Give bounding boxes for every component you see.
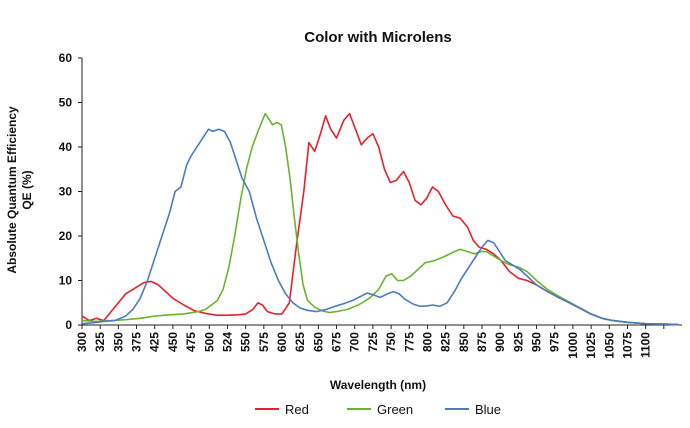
y-tick-label: 40	[59, 140, 73, 154]
x-axis-label: Wavelength (nm)	[330, 378, 426, 392]
y-axis: 0 10 20 30 40 50 60	[59, 51, 83, 332]
x-tick-label: 575	[257, 332, 271, 352]
series-line-blue	[81, 128, 679, 326]
x-tick-label: 875	[475, 332, 489, 352]
x-tick-label: 1000	[566, 332, 580, 359]
x-tick-label: 300	[75, 332, 89, 352]
x-tick-label: 675	[330, 332, 344, 352]
y-tick-label: 50	[59, 96, 73, 110]
x-tick-label: 524	[220, 332, 234, 352]
x-tick-label: 500	[202, 332, 216, 352]
y-axis-label-line1: Absolute Quantum Efficiency	[5, 106, 19, 274]
x-tick-label: 700	[348, 332, 362, 352]
x-tick-label: 425	[148, 332, 162, 352]
x-tick-label: 950	[530, 332, 544, 352]
y-axis-label-line2: QE (%)	[20, 170, 34, 209]
chart-title: Color with Microlens	[304, 29, 452, 46]
x-tick-label: 450	[166, 332, 180, 352]
x-tick-label: 600	[275, 332, 289, 352]
x-tick-label: 775	[402, 332, 416, 352]
x-tick-label: 350	[111, 332, 125, 352]
x-tick-label: 800	[420, 332, 434, 352]
legend-label-blue: Blue	[475, 402, 501, 417]
series-line-green	[81, 112, 679, 326]
x-tick-label: 625	[293, 332, 307, 352]
x-tick-label: 375	[130, 332, 144, 352]
x-tick-label: 825	[439, 332, 453, 352]
x-tick-label: 725	[366, 332, 380, 352]
y-tick-label: 30	[59, 185, 73, 199]
x-tick-label: 750	[384, 332, 398, 352]
x-tick-label: 1100	[639, 332, 653, 358]
x-tick-label: 900	[493, 332, 507, 352]
y-tick-label: 20	[59, 229, 73, 243]
x-tick-label: 325	[93, 332, 107, 352]
y-tick-label: 10	[59, 274, 73, 288]
x-tick-label: 475	[184, 332, 198, 352]
x-tick-label: 1050	[602, 332, 616, 359]
x-tick-label: 975	[548, 332, 562, 352]
legend-label-green: Green	[377, 402, 413, 417]
x-tick-label: 850	[457, 332, 471, 352]
x-tick-label: 650	[311, 332, 325, 352]
x-tick-label: 550	[239, 332, 253, 352]
y-tick-label: 0	[65, 318, 72, 332]
series-line-red	[81, 112, 679, 326]
series-layer	[81, 112, 679, 326]
x-axis: 300 325 350 375 425 450 475 500 524 550 575 600 625 6…	[75, 324, 682, 359]
x-tick-label: 925	[511, 332, 525, 352]
x-tick-label: 1025	[584, 332, 598, 359]
legend: Red Green Blue	[255, 402, 501, 417]
x-tick-label: 1075	[620, 332, 634, 359]
y-tick-label: 60	[59, 51, 73, 65]
legend-label-red: Red	[285, 402, 309, 417]
